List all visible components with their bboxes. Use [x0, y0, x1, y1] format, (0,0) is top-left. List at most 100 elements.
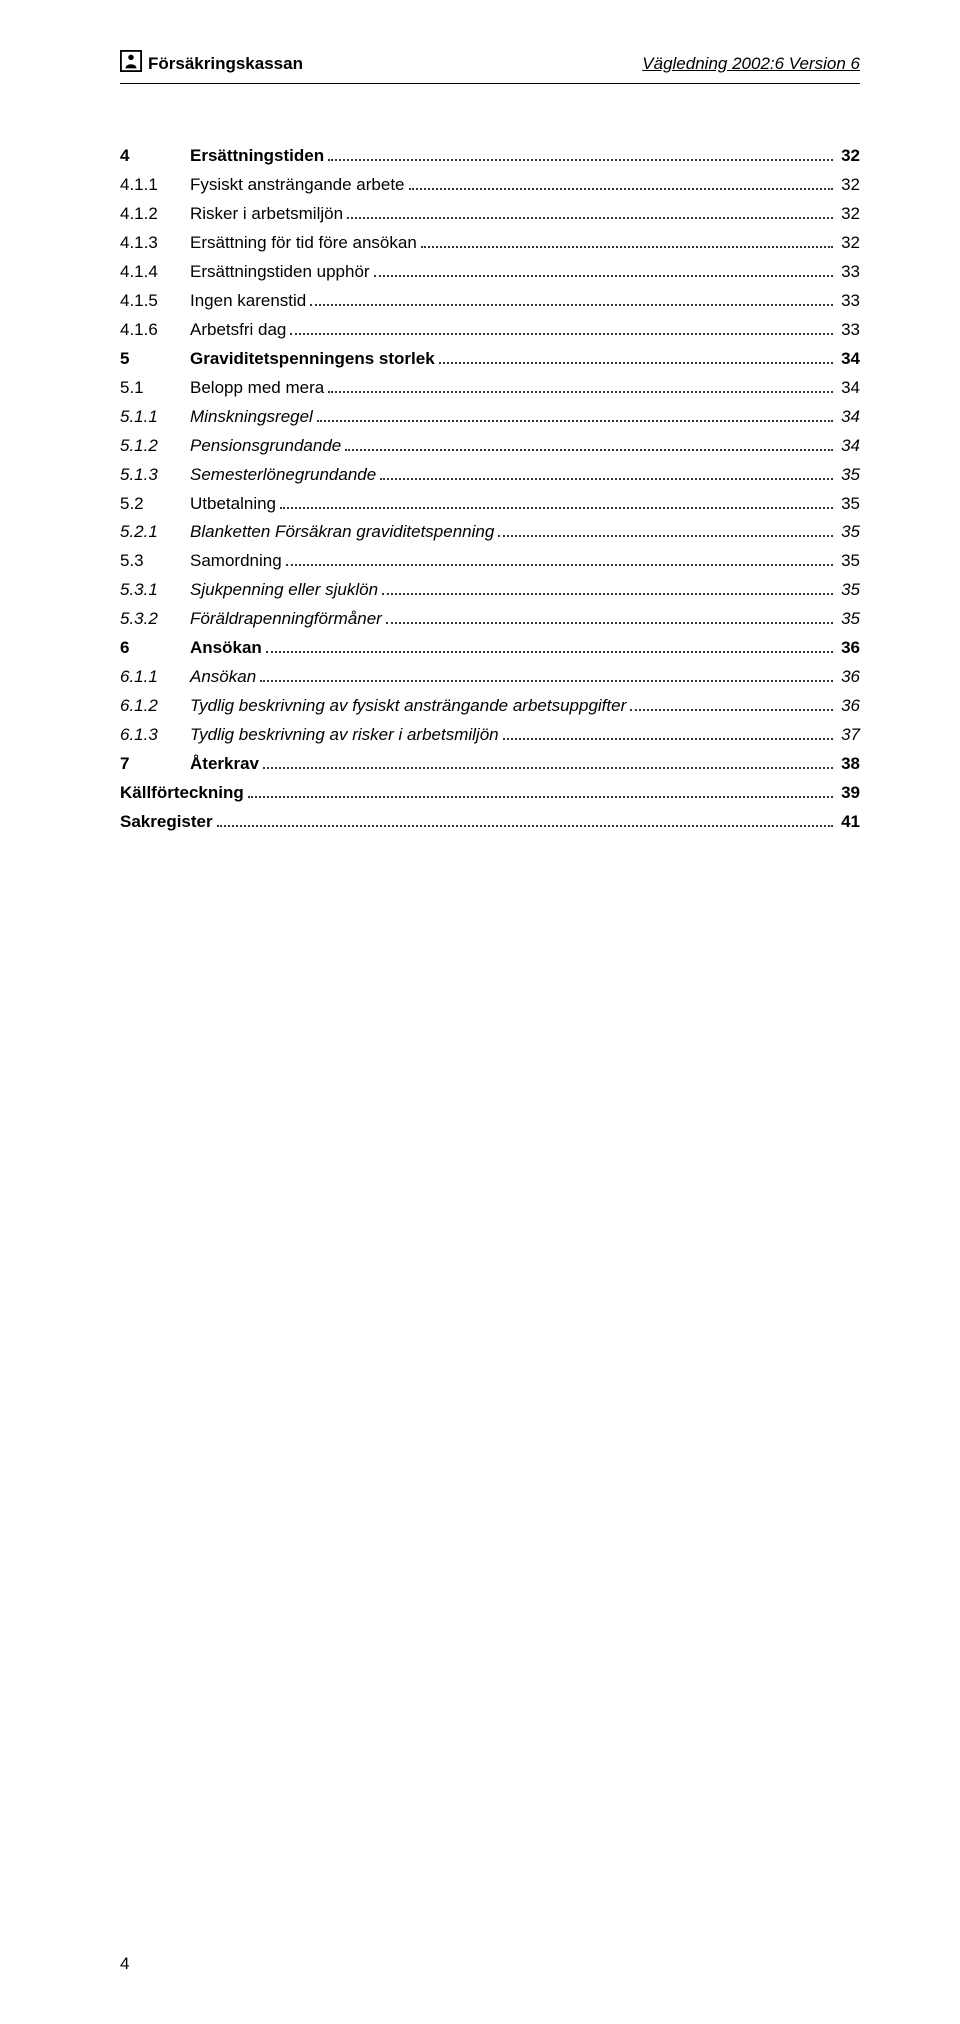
toc-number: 5.1.3	[120, 463, 190, 488]
toc-number: 4	[120, 144, 190, 169]
logo-text: Försäkringskassan	[148, 54, 303, 74]
toc-leader-dots	[380, 462, 833, 479]
toc-leader-dots	[630, 694, 833, 711]
toc-title: Fysiskt ansträngande arbete	[190, 173, 405, 198]
logo: Försäkringskassan	[120, 50, 303, 77]
toc-title: Föräldrapenningförmåner	[190, 607, 382, 632]
toc-title: Sakregister	[120, 810, 213, 835]
logo-icon	[120, 50, 142, 77]
toc-title: Risker i arbetsmiljön	[190, 202, 343, 227]
toc-row: 5.2.1Blanketten Försäkran graviditetspen…	[120, 520, 860, 545]
toc-leader-dots	[386, 607, 833, 624]
toc-row: Källförteckning 39	[120, 781, 860, 806]
toc-number: 5.2.1	[120, 520, 190, 545]
toc-page: 33	[837, 318, 860, 343]
toc-title: Sjukpenning eller sjuklön	[190, 578, 378, 603]
toc-title: Utbetalning	[190, 492, 276, 517]
toc-page: 35	[837, 492, 860, 517]
toc-title: Ersättningstiden upphör	[190, 260, 370, 285]
toc-row: 4Ersättningstiden 32	[120, 144, 860, 169]
page: Försäkringskassan Vägledning 2002:6 Vers…	[0, 0, 960, 2024]
toc-title: Ersättning för tid före ansökan	[190, 231, 417, 256]
toc-row: 4.1.1Fysiskt ansträngande arbete 32	[120, 173, 860, 198]
toc-page: 35	[837, 463, 860, 488]
toc-title: Källförteckning	[120, 781, 244, 806]
toc-row: 5.1.1Minskningsregel34	[120, 404, 860, 429]
toc-page: 35	[837, 549, 860, 574]
toc-title: Tydlig beskrivning av fysiskt ansträngan…	[190, 694, 626, 719]
toc-title: Minskningsregel	[190, 405, 313, 430]
toc-number: 5.3.2	[120, 607, 190, 632]
toc-page: 38	[837, 752, 860, 777]
toc-page: 32	[837, 173, 860, 198]
toc-leader-dots	[248, 781, 833, 798]
toc-page: 35	[837, 607, 860, 632]
toc-number: 5.1.1	[120, 405, 190, 430]
toc-page: 36	[837, 694, 860, 719]
toc-page: 32	[837, 202, 860, 227]
toc-page: 37	[837, 723, 860, 748]
toc-leader-dots	[317, 404, 833, 421]
toc-page: 34	[837, 376, 860, 401]
toc-row: 6.1.2Tydlig beskrivning av fysiskt anstr…	[120, 694, 860, 719]
toc-leader-dots	[345, 433, 833, 450]
toc-row: 4.1.3Ersättning för tid före ansökan32	[120, 231, 860, 256]
toc-row: 5.1.2Pensionsgrundande34	[120, 433, 860, 458]
page-number: 4	[120, 1954, 129, 1974]
toc-leader-dots	[374, 260, 834, 277]
toc-row: 5Graviditetspenningens storlek34	[120, 347, 860, 372]
toc-page: 33	[837, 289, 860, 314]
toc-row: 4.1.6Arbetsfri dag33	[120, 318, 860, 343]
toc-title: Belopp med mera	[190, 376, 324, 401]
toc-number: 4.1.1	[120, 173, 190, 198]
toc-number: 5	[120, 347, 190, 372]
toc-number: 4.1.2	[120, 202, 190, 227]
toc-number: 4.1.4	[120, 260, 190, 285]
toc-title: Ansökan	[190, 636, 262, 661]
toc-number: 6.1.3	[120, 723, 190, 748]
toc-number: 6	[120, 636, 190, 661]
toc-row: 6.1.3Tydlig beskrivning av risker i arbe…	[120, 723, 860, 748]
toc-page: 35	[837, 578, 860, 603]
toc-page: 41	[837, 810, 860, 835]
toc-leader-dots	[498, 520, 833, 537]
toc-leader-dots	[260, 665, 833, 682]
toc-title: Graviditetspenningens storlek	[190, 347, 435, 372]
toc-number: 5.3	[120, 549, 190, 574]
toc-row: 4.1.4Ersättningstiden upphör 33	[120, 260, 860, 285]
toc-title: Blanketten Försäkran graviditetspenning	[190, 520, 494, 545]
toc-leader-dots	[439, 347, 833, 364]
toc-leader-dots	[503, 723, 833, 740]
toc-number: 7	[120, 752, 190, 777]
toc-page: 39	[837, 781, 860, 806]
toc-row: 5.1.3Semesterlönegrundande35	[120, 462, 860, 487]
toc-leader-dots	[382, 578, 833, 595]
toc-title: Pensionsgrundande	[190, 434, 341, 459]
toc-leader-dots	[290, 318, 833, 335]
table-of-contents: 4Ersättningstiden324.1.1Fysiskt ansträng…	[120, 144, 860, 835]
toc-row: 5.2Utbetalning 35	[120, 491, 860, 516]
toc-number: 4.1.5	[120, 289, 190, 314]
toc-page: 32	[837, 144, 860, 169]
toc-title: Arbetsfri dag	[190, 318, 286, 343]
toc-leader-dots	[409, 173, 834, 190]
toc-number: 6.1.2	[120, 694, 190, 719]
toc-number: 5.1	[120, 376, 190, 401]
toc-title: Återkrav	[190, 752, 259, 777]
toc-row: 7Återkrav 38	[120, 752, 860, 777]
toc-title: Samordning	[190, 549, 282, 574]
toc-number: 5.1.2	[120, 434, 190, 459]
toc-row: Sakregister 41	[120, 810, 860, 835]
toc-row: 5.3Samordning 35	[120, 549, 860, 574]
page-header: Försäkringskassan Vägledning 2002:6 Vers…	[120, 50, 860, 84]
toc-title: Ersättningstiden	[190, 144, 324, 169]
toc-row: 4.1.5Ingen karenstid33	[120, 289, 860, 314]
toc-row: 4.1.2Risker i arbetsmiljön 32	[120, 202, 860, 227]
toc-page: 33	[837, 260, 860, 285]
toc-leader-dots	[263, 752, 833, 769]
header-doc-title: Vägledning 2002:6 Version 6	[642, 54, 860, 74]
toc-number: 6.1.1	[120, 665, 190, 690]
toc-title: Tydlig beskrivning av risker i arbetsmil…	[190, 723, 499, 748]
toc-leader-dots	[328, 376, 833, 393]
toc-number: 5.2	[120, 492, 190, 517]
